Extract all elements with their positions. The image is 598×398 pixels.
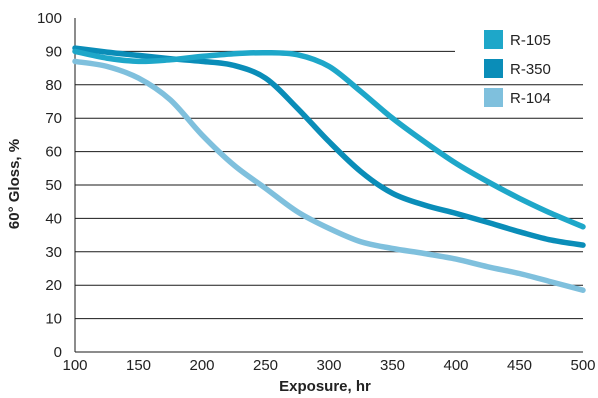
x-tick-label: 300 (316, 357, 341, 374)
y-tick-label: 90 (45, 43, 62, 60)
legend-swatch-r-350 (484, 59, 503, 78)
y-tick-label: 70 (45, 110, 62, 127)
y-tick-label: 60 (45, 144, 62, 161)
grid-layer (74, 18, 583, 353)
y-tick-label: 50 (45, 177, 62, 194)
x-tick-label: 450 (507, 357, 532, 374)
x-tick-label: 500 (570, 357, 595, 374)
y-tick-labels: 0 10 20 30 40 50 60 70 80 90 100 (37, 10, 62, 361)
legend-label-r-104: R-104 (510, 90, 551, 107)
y-tick-label: 0 (54, 344, 62, 361)
legend-label-r-105: R-105 (510, 32, 551, 49)
y-tick-label: 10 (45, 311, 62, 328)
y-tick-label: 80 (45, 77, 62, 94)
series-line-r-350 (72, 45, 586, 248)
x-tick-label: 400 (443, 357, 468, 374)
y-tick-label: 30 (45, 244, 62, 261)
x-axis-title: Exposure, hr (279, 378, 371, 395)
series-line-r-104 (72, 58, 586, 293)
y-tick-label: 40 (45, 210, 62, 227)
legend: R-105 R-350 R-104 (484, 30, 551, 107)
legend-label-r-350: R-350 (510, 61, 551, 78)
y-tick-label: 20 (45, 277, 62, 294)
x-tick-label: 100 (62, 357, 87, 374)
x-tick-labels: 100 150 200 250 300 350 400 450 500 (62, 357, 595, 374)
x-tick-label: 150 (126, 357, 151, 374)
y-tick-label: 100 (37, 10, 62, 27)
y-axis-title: 60° Gloss, % (6, 139, 23, 229)
series-layer (72, 45, 586, 293)
legend-swatch-r-104 (484, 88, 503, 107)
x-tick-label: 350 (380, 357, 405, 374)
legend-swatch-r-105 (484, 30, 503, 49)
x-tick-label: 200 (189, 357, 214, 374)
x-tick-label: 250 (253, 357, 278, 374)
series-line-r-105 (72, 48, 586, 230)
